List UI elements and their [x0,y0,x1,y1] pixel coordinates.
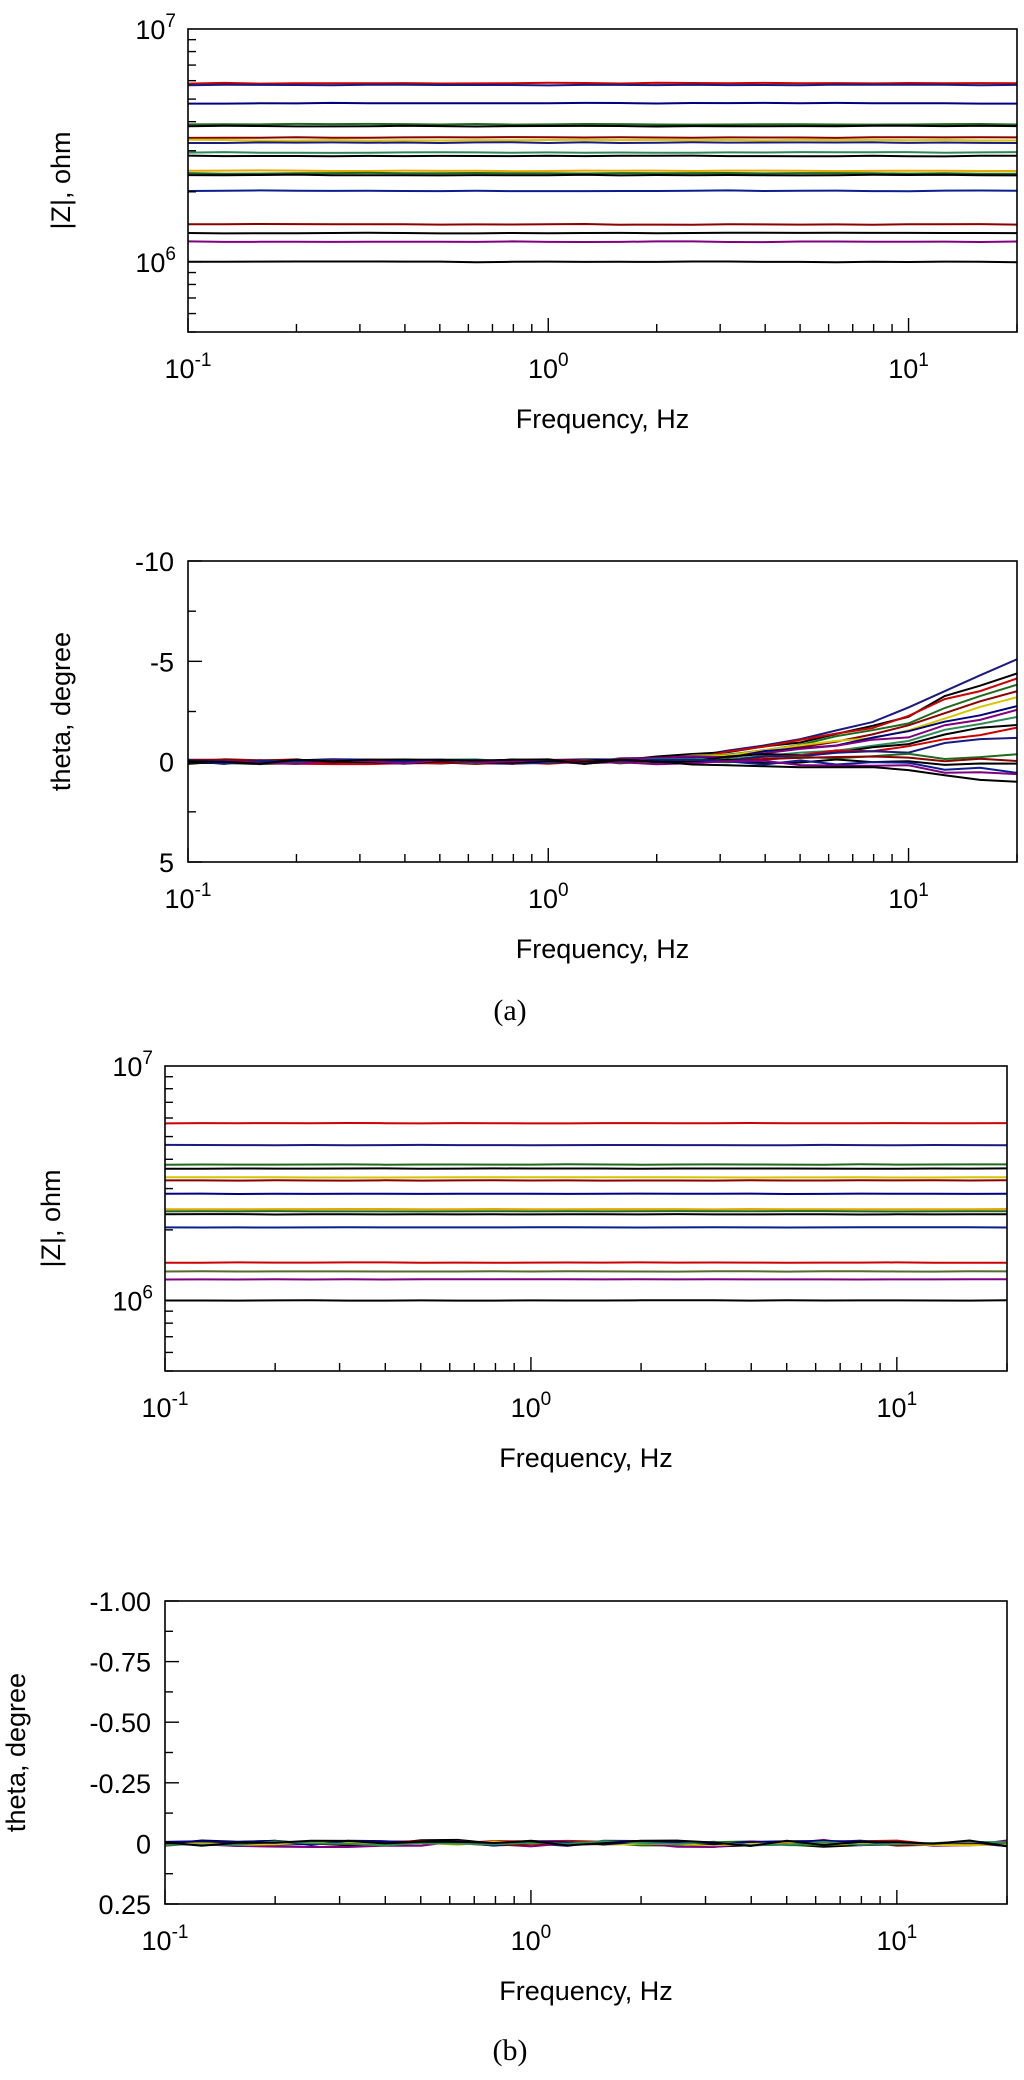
y-tick-label: 0 [159,748,174,778]
chart-a-phase: 10-1 100 101 -10 -5 0 5 Frequency, Hz theta, deg… [46,547,1018,964]
x-tick-label: 100 [528,880,569,914]
x-tick-label: 100 [511,1389,552,1423]
y-tick-label: 5 [159,848,174,878]
series-line-10 [188,724,1017,765]
y-tick-label: -10 [135,547,174,577]
series-line-16 [188,231,1017,235]
y-tick-label: -0.25 [89,1769,151,1799]
series-line-3 [188,101,1017,105]
y-tick-label: 107 [135,11,176,45]
y-tick-label: -5 [150,647,174,677]
series-line-18 [188,260,1017,264]
series-line-11 [188,169,1017,173]
x-tick-label: 101 [888,880,929,914]
series-line-9 [188,716,1017,764]
x-axis-title: Frequency, Hz [499,1443,673,1473]
x-tick-label: 101 [877,1389,918,1423]
series-line-3 [188,677,1017,765]
y-axis-title: |Z|, ohm [46,131,76,229]
series-line-5 [188,124,1017,128]
plot-frame [164,1600,1008,1905]
panel-label-b: (b) [493,2034,528,2067]
y-tick-label: -0.50 [89,1708,151,1738]
x-tick-label: 10-1 [165,350,212,384]
x-tick-label: 101 [888,350,929,384]
series-line-2 [188,83,1017,87]
x-tick-label: 10-1 [142,1389,189,1423]
y-tick-label: 106 [112,1282,153,1316]
series-line-9 [165,1840,1007,1847]
x-axis-title: Frequency, Hz [516,934,690,964]
y-tick-label: 0.25 [98,1890,151,1920]
y-tick-label: 0 [136,1829,151,1859]
series-line-6 [188,136,1017,139]
x-tick-label: 10-1 [165,880,212,914]
y-tick-label: 106 [135,244,176,278]
y-tick-label: -1.00 [89,1587,151,1617]
series-line-2 [188,672,1017,765]
series-line-4 [188,122,1017,126]
x-tick-label: 100 [528,350,569,384]
y-axis-title: |Z|, ohm [36,1169,66,1267]
plot-frame [164,1065,1008,1372]
series-line-7 [188,138,1017,142]
plot-frame [187,560,1018,863]
x-tick-label: 101 [877,1922,918,1956]
series-group [188,658,1017,783]
series-line-18 [188,758,1017,783]
x-axis-title: Frequency, Hz [516,404,690,434]
chart-a-magnitude: 10-1 100 101 106 107 Frequency, Hz |Z|, ohm [46,11,1018,434]
y-tick-label: -0.75 [89,1648,151,1678]
series-line-9 [188,151,1017,154]
series-line-14 [188,189,1017,193]
chart-b-phase: 10-1 100 101 -1.00 -0.75 -0.50 -0.25 0 0.25 Frequ… [1,1587,1008,2006]
series-line-1 [188,81,1017,85]
series-line-13 [188,173,1017,177]
y-tick-label: 107 [112,1048,153,1082]
series-group [188,81,1017,264]
series-line-15 [188,222,1017,226]
y-axis-title: theta, degree [46,632,76,791]
plot-frame [187,28,1018,333]
series-group [165,1121,1007,1302]
series-line-12 [188,171,1017,175]
series-line-10 [165,1839,1007,1848]
series-line-8 [188,141,1017,145]
series-line-17 [188,240,1017,244]
x-tick-label: 100 [511,1922,552,1956]
panel-label-a: (a) [493,994,526,1027]
chart-b-magnitude: 10-1 100 101 106 107 Frequency, Hz |Z|, ohm [36,1048,1008,1473]
series-line-10 [188,154,1017,158]
series-group [165,1838,1007,1849]
series-line-5 [188,690,1017,766]
y-axis-title: theta, degree [1,1673,31,1832]
x-tick-label: 10-1 [142,1922,189,1956]
x-axis-title: Frequency, Hz [499,1976,673,2006]
